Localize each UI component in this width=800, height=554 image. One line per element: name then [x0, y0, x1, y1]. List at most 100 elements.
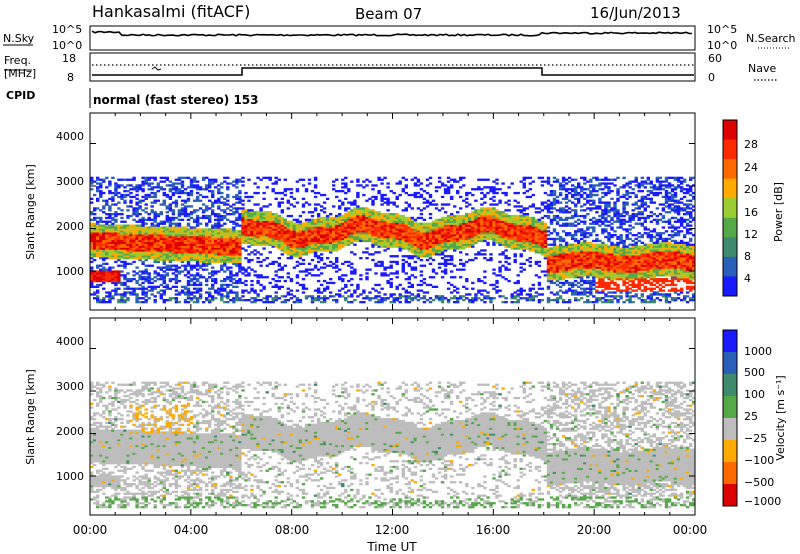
power-cell	[335, 224, 339, 227]
power-cell	[534, 226, 539, 229]
power-cell	[356, 235, 360, 239]
power-cell	[280, 220, 284, 223]
power-cell	[325, 222, 330, 225]
power-cell	[159, 188, 163, 191]
power-cell	[446, 301, 451, 304]
power-cell	[144, 287, 148, 290]
power-cell	[489, 224, 493, 227]
power-cell	[410, 249, 414, 252]
power-cell	[174, 237, 179, 241]
power-cell	[274, 285, 278, 288]
power-cell	[437, 232, 442, 235]
power-cell	[374, 228, 378, 231]
power-cell	[413, 295, 418, 298]
power-cell	[501, 228, 505, 231]
power-cell	[135, 232, 139, 235]
power-cell	[528, 224, 532, 227]
power-cell	[480, 218, 484, 221]
power-cell	[153, 276, 157, 279]
power-cell	[437, 243, 442, 246]
power-cell	[168, 243, 173, 246]
power-cell	[537, 249, 542, 252]
power-cell	[135, 299, 139, 302]
power-cell	[350, 301, 354, 304]
power-cell	[174, 257, 179, 260]
power-cell	[510, 232, 514, 235]
power-cell	[425, 237, 430, 241]
power-cell	[401, 247, 405, 250]
power-cell	[516, 301, 520, 304]
power-cell	[208, 220, 212, 223]
power-cell	[229, 289, 233, 292]
power-cell	[338, 247, 342, 250]
power-cell	[510, 243, 514, 246]
power-cell	[120, 235, 124, 239]
power-cell	[138, 224, 142, 227]
power-cell	[537, 241, 542, 244]
power-cell	[338, 205, 342, 208]
power-cell	[105, 257, 109, 260]
power-cell	[214, 255, 218, 258]
power-cell	[211, 258, 215, 262]
power-cell	[165, 218, 169, 221]
power-cell	[338, 239, 342, 243]
power-cell	[195, 297, 200, 300]
power-cell	[332, 230, 336, 233]
power-cell	[422, 222, 427, 225]
power-cell	[546, 287, 551, 290]
power-cell	[226, 218, 230, 221]
power-cell	[450, 232, 454, 235]
power-cell	[256, 293, 260, 296]
power-cell	[247, 214, 251, 218]
power-cell	[440, 295, 445, 298]
power-cell	[271, 218, 275, 221]
power-cell	[220, 243, 224, 246]
power-cell	[171, 216, 176, 220]
power-cell	[150, 209, 154, 212]
power-cell	[513, 234, 517, 237]
power-cell	[90, 235, 94, 239]
power-cell	[489, 203, 493, 206]
power-cell	[465, 278, 469, 281]
power-cell	[462, 285, 466, 288]
power-cell	[507, 232, 511, 235]
power-cell	[90, 276, 94, 279]
power-cell	[132, 234, 136, 237]
power-cell	[540, 243, 545, 246]
power-cell	[495, 279, 499, 283]
power-cell	[165, 249, 169, 252]
power-cell	[295, 190, 300, 193]
power-cell	[365, 247, 369, 250]
power-cell	[283, 193, 287, 197]
power-cell	[108, 226, 112, 229]
power-cell	[138, 213, 142, 216]
power-cell	[383, 232, 387, 235]
power-cell	[371, 253, 375, 256]
power-cell	[425, 178, 430, 181]
power-cell	[93, 270, 97, 273]
power-cell	[483, 186, 487, 189]
power-cell	[226, 235, 230, 239]
power-cell	[171, 193, 176, 197]
power-cell	[495, 178, 499, 181]
power-cell	[513, 255, 517, 258]
power-cell	[480, 216, 484, 220]
power-cell	[537, 222, 542, 225]
power-cell	[489, 207, 493, 210]
freq-tick-top: 18	[62, 52, 76, 65]
power-cell	[93, 226, 97, 229]
power-cell	[507, 203, 511, 206]
power-cell	[123, 243, 127, 246]
nsearch-label: N.Search	[746, 32, 796, 45]
power-cell	[528, 297, 532, 300]
power-cell	[446, 226, 451, 229]
power-cell	[280, 197, 284, 200]
power-cell	[313, 178, 318, 181]
power-cell	[201, 257, 206, 260]
power-cell	[440, 218, 445, 221]
power-cell	[310, 220, 315, 223]
power-cell	[192, 226, 197, 229]
power-cell	[477, 211, 481, 214]
power-cell	[262, 243, 266, 246]
power-cell	[416, 237, 421, 241]
